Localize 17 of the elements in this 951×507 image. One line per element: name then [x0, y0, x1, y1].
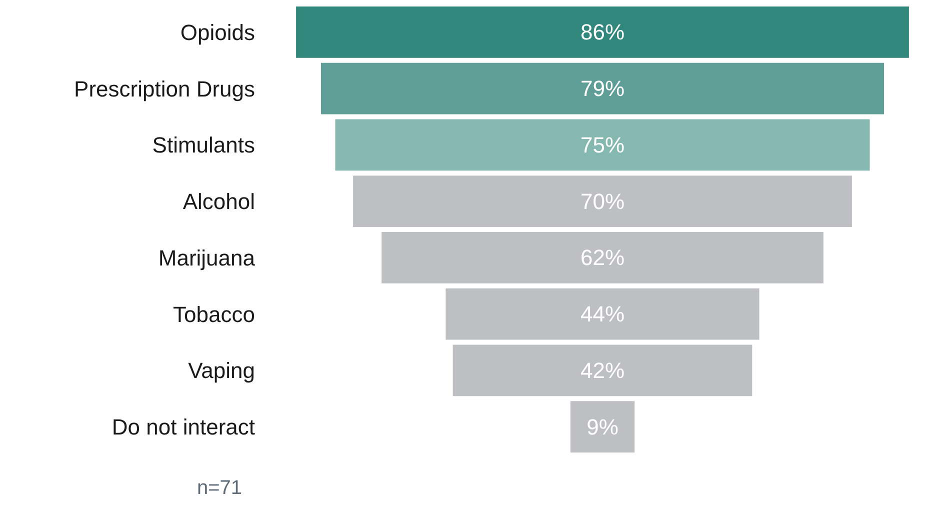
data-label: 9% — [586, 414, 618, 440]
category-label: Tobacco — [173, 302, 255, 327]
text: n=71 — [197, 477, 242, 499]
category-label: Prescription Drugs — [74, 76, 255, 102]
category-label: Marijuana — [158, 245, 256, 270]
data-label: 62% — [580, 245, 625, 270]
category-label: Alcohol — [182, 189, 255, 214]
category-label: Stimulants — [152, 132, 255, 158]
category-label: Do not interact — [112, 414, 255, 440]
data-label: 86% — [580, 20, 625, 45]
data-label: 44% — [580, 302, 625, 327]
data-label: 42% — [580, 358, 625, 383]
data-label: 75% — [580, 132, 625, 158]
data-label: 79% — [580, 76, 625, 102]
category-label: Opioids — [180, 20, 255, 45]
category-label: Vaping — [188, 358, 255, 384]
data-label: 70% — [580, 188, 625, 214]
